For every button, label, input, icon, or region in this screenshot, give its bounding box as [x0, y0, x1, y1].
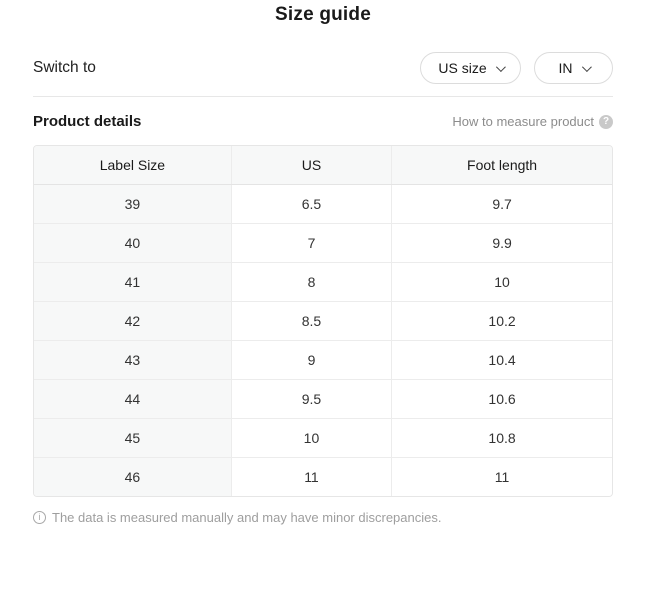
table-row: 43 9 10.4	[34, 339, 612, 379]
foot-length-cell: 11	[391, 456, 612, 496]
foot-length-cell: 10.2	[391, 300, 612, 340]
disclaimer-footnote: i The data is measured manually and may …	[33, 510, 613, 525]
foot-length-cell: 10.8	[391, 417, 612, 457]
page-title: Size guide	[275, 4, 371, 25]
how-to-measure-link[interactable]: How to measure product ?	[452, 114, 613, 129]
size-table-header: Label Size US Foot length	[34, 146, 612, 185]
label-size-cell: 39	[34, 184, 232, 223]
label-size-cell: 43	[34, 339, 232, 379]
label-size-cell: 45	[34, 417, 232, 457]
how-to-measure-label: How to measure product	[452, 114, 594, 129]
unit-dropdown[interactable]: IN	[534, 52, 613, 84]
chevron-down-icon	[581, 61, 592, 72]
product-details-row: Product details How to measure product ?	[33, 113, 613, 130]
foot-length-cell: 10	[391, 261, 612, 301]
foot-length-cell: 10.6	[391, 378, 612, 418]
size-table-container: Label Size US Foot length 39 6.5 9.7 40 7 9.9 41…	[33, 145, 613, 497]
switch-to-label: Switch to	[33, 59, 96, 76]
unit-switch-row: Switch to US size IN	[33, 52, 613, 84]
us-size-cell: 6.5	[230, 184, 392, 223]
question-mark-circle-icon[interactable]: ?	[599, 114, 613, 129]
table-header-cell: Foot length	[391, 146, 612, 185]
foot-length-cell: 10.4	[391, 339, 612, 379]
label-size-cell: 44	[34, 378, 232, 418]
table-row: 41 8 10	[34, 261, 612, 301]
info-circle-icon: i	[33, 511, 46, 524]
size-standard-dropdown-label: US size	[438, 60, 487, 76]
table-header-cell: US	[230, 146, 392, 185]
us-size-cell: 9.5	[230, 378, 392, 418]
table-row: 40 7 9.9	[34, 222, 612, 262]
unit-dropdown-label: IN	[558, 60, 573, 76]
table-row: 42 8.5 10.2	[34, 300, 612, 340]
unit-switch-buttons: US size IN	[420, 52, 613, 84]
foot-length-cell: 9.7	[391, 184, 612, 223]
table-row: 45 10 10.8	[34, 417, 612, 457]
table-row: 44 9.5 10.6	[34, 378, 612, 418]
us-size-cell: 9	[230, 339, 392, 379]
us-size-cell: 7	[230, 222, 392, 262]
size-table-body: 39 6.5 9.7 40 7 9.9 41 8 10 42 8.5 10.2 43 9 10.4 44 9.5…	[34, 184, 612, 496]
size-table: Label Size US Foot length 39 6.5 9.7 40 7 9.9 41…	[34, 146, 612, 496]
table-row: 46 11 11	[34, 456, 612, 496]
us-size-cell: 8.5	[230, 300, 392, 340]
us-size-cell: 8	[230, 261, 392, 301]
size-standard-dropdown[interactable]: US size	[420, 52, 521, 84]
table-row: 39 6.5 9.7	[34, 184, 612, 223]
chevron-down-icon	[495, 61, 506, 72]
product-details-heading: Product details	[33, 113, 142, 130]
label-size-cell: 40	[34, 222, 232, 262]
label-size-cell: 41	[34, 261, 232, 301]
section-divider	[33, 96, 613, 97]
us-size-cell: 10	[230, 417, 392, 457]
us-size-cell: 11	[230, 456, 392, 496]
disclaimer-text: The data is measured manually and may ha…	[52, 510, 442, 525]
label-size-cell: 42	[34, 300, 232, 340]
label-size-cell: 46	[34, 456, 232, 496]
foot-length-cell: 9.9	[391, 222, 612, 262]
table-header-row: Label Size US Foot length	[34, 146, 612, 185]
table-header-cell: Label Size	[34, 146, 232, 185]
